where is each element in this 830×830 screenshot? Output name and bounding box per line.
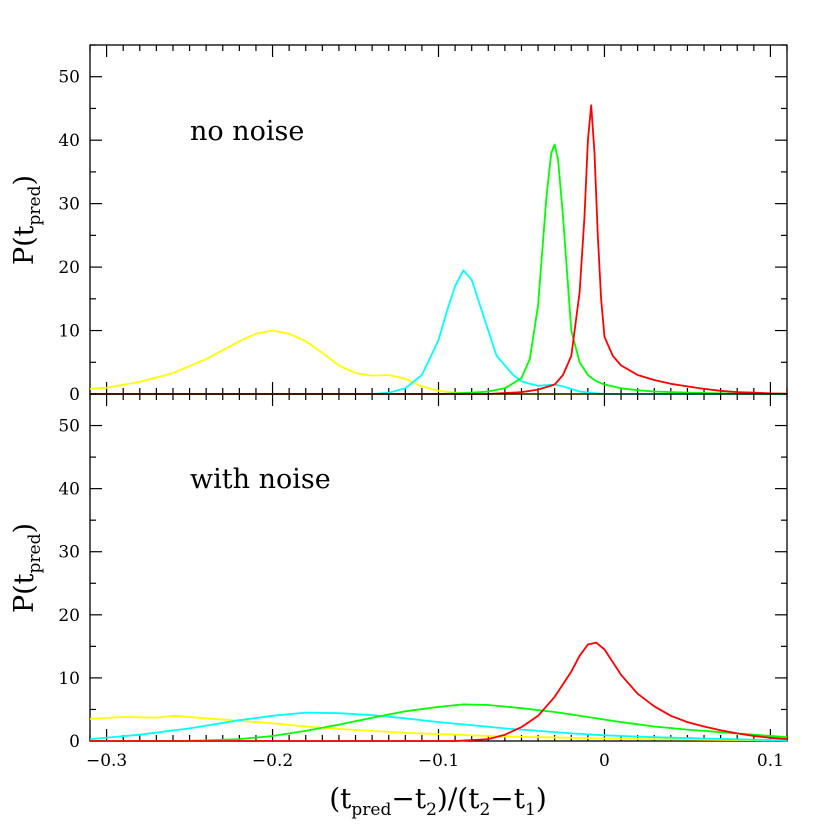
svg-text:(tpred−t2)/(t2−t1): (tpred−t2)/(t2−t1): [329, 782, 547, 820]
top-annotation: no noise: [190, 116, 304, 147]
svg-text:P(tpred): P(tpred): [9, 175, 45, 265]
bottom-y-tick-label: 50: [58, 417, 80, 437]
bottom-plot-frame: [89, 393, 788, 742]
top-series: [89, 104, 788, 395]
bottom-y-tick-label: 20: [58, 606, 80, 626]
bottom-series-line-0: [89, 714, 788, 742]
top-ticks: 0 10 20 30 40 50: [58, 44, 788, 405]
top-y-tick-label: 20: [58, 258, 80, 278]
bottom-x-tick-label: 0: [599, 751, 610, 771]
top-series-line-3: [90, 104, 788, 395]
bottom-x-tick-label: −0.2: [252, 751, 293, 771]
top-series-line-1: [90, 269, 787, 395]
bottom-y-tick-label: 40: [58, 480, 80, 500]
top-series-line-2: [90, 143, 787, 395]
bottom-panel: −0.3 −0.2 −0.1 0 0.1 0 10 20 30 40 50 with noise P…: [9, 393, 788, 820]
bottom-series-line-2: [90, 703, 788, 742]
bottom-series: [89, 641, 788, 742]
bottom-x-tick-label: 0.1: [757, 751, 784, 771]
top-ylabel-subscript: pred: [25, 185, 45, 225]
top-series-line-0: [89, 329, 787, 395]
top-y-tick-label: 50: [58, 68, 80, 88]
bottom-y-tick-label: 30: [58, 543, 80, 563]
top-y-axis-label: P(tpred): [9, 175, 45, 265]
bottom-ylabel-subscript: pred: [25, 533, 45, 573]
bottom-x-tick-label: −0.3: [86, 751, 127, 771]
top-y-tick-label: 0: [69, 385, 80, 405]
svg-text:P(tpred): P(tpred): [9, 523, 45, 613]
top-y-tick-label: 40: [58, 131, 80, 151]
bottom-series-line-1: [89, 711, 788, 742]
bottom-series-line-3: [90, 641, 788, 742]
x-axis-label: (tpred−t2)/(t2−t1): [329, 782, 547, 820]
bottom-y-tick-label: 10: [58, 669, 80, 689]
bottom-annotation: with noise: [190, 464, 331, 495]
bottom-y-tick-label: 0: [69, 732, 80, 752]
top-panel: 0 10 20 30 40 50 no noise P(tpred): [9, 44, 788, 405]
bottom-x-tick-label: −0.1: [418, 751, 459, 771]
bottom-ticks: −0.3 −0.2 −0.1 0 0.1 0 10 20 30 40 50: [58, 393, 788, 771]
top-y-tick-label: 30: [58, 195, 80, 215]
top-y-tick-label: 10: [58, 322, 80, 342]
bottom-y-axis-label: P(tpred): [9, 523, 45, 613]
